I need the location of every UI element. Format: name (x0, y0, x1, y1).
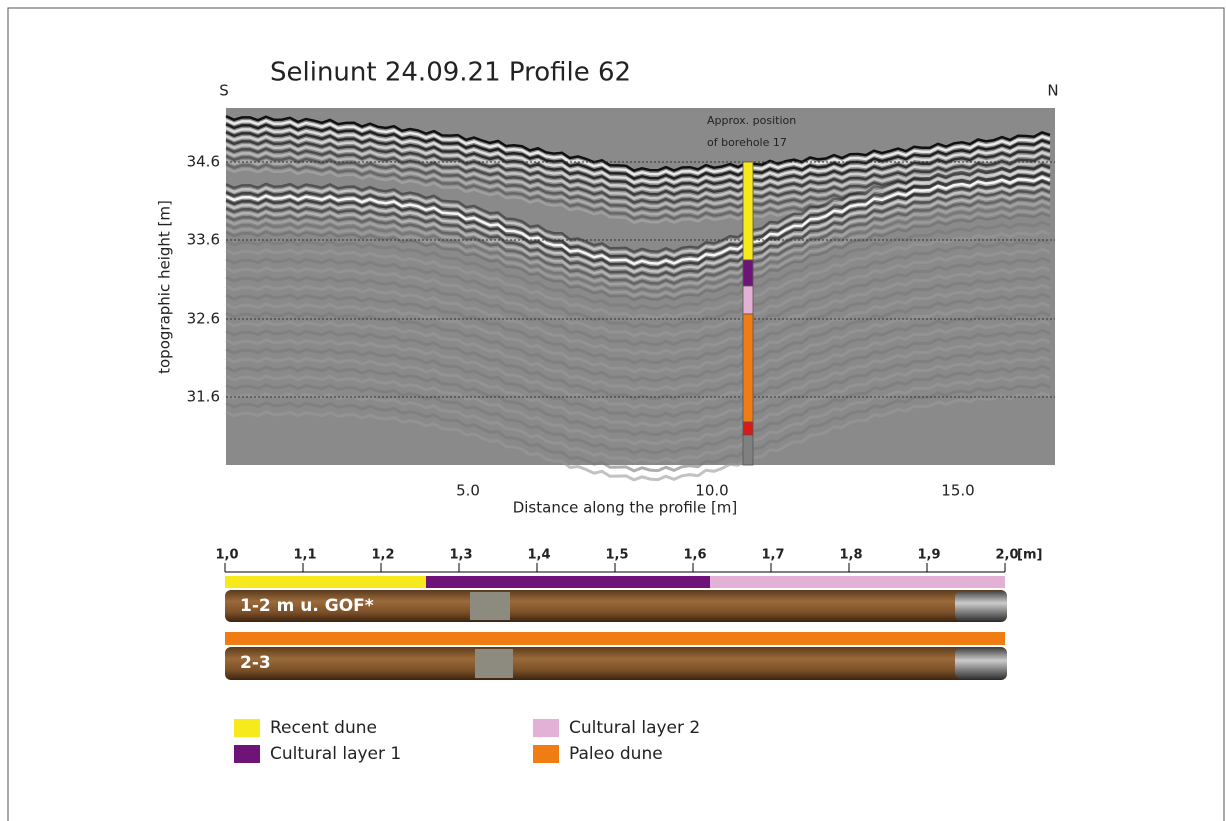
legend-swatch (234, 745, 260, 763)
title: Selinunt 24.09.21 Profile 62 (270, 58, 631, 88)
borehole-column (743, 162, 753, 465)
legend-label: Cultural layer 2 (569, 718, 700, 738)
core-label: 1-2 m u. GOF* (240, 596, 374, 616)
scale-label: 1,0 (215, 548, 238, 563)
scale-label: 1,3 (449, 548, 472, 563)
y-tick-label: 32.6 (187, 310, 220, 328)
legend-swatch (234, 719, 260, 737)
page: {"figure": {"title": "Selinunt 24.09.21 … (0, 0, 1226, 821)
scale-label: 1,8 (839, 548, 862, 563)
scale-label: 1,1 (293, 548, 316, 563)
scale-label: 1,2 (371, 548, 394, 563)
scale-label: 1,9 (917, 548, 940, 563)
borehole-note: of borehole 17 (707, 136, 787, 149)
scale-label: 2,0 (995, 548, 1018, 563)
y-tick-label: 31.6 (187, 388, 220, 406)
scale-label: 1,6 (683, 548, 706, 563)
y-tick-label: 34.6 (187, 153, 220, 171)
legend-swatch (533, 719, 559, 737)
direction-s: S (219, 82, 229, 100)
legend-label: Recent dune (270, 718, 377, 738)
scale-label: 1,7 (761, 548, 784, 563)
y-axis-label: topographic height [m] (156, 200, 174, 374)
core-label: 2-3 (240, 653, 271, 673)
legend: Recent dune Cultural layer 1 Cultural laye… (234, 718, 700, 764)
figure: Selinunt 24.09.21 Profile 62 S N Approx.… (0, 0, 1226, 821)
scale-label: 1,4 (527, 548, 550, 563)
direction-n: N (1047, 82, 1058, 100)
x-tick-label: 15.0 (941, 482, 974, 500)
core-scale: 1,0 1,1 1,2 1,3 1,4 1,5 1,6 1,7 1,8 1,9 2,0[m] (215, 548, 1042, 573)
y-tick-label: 33.6 (187, 231, 220, 249)
x-tick-label: 5.0 (456, 482, 480, 500)
scale-label: 1,5 (605, 548, 628, 563)
legend-swatch (533, 745, 559, 763)
scale-unit: [m] (1017, 548, 1042, 563)
legend-label: Paleo dune (569, 744, 663, 764)
radargram (226, 108, 1055, 480)
legend-label: Cultural layer 1 (270, 744, 401, 764)
x-tick-label: 10.0 (695, 482, 728, 500)
borehole-note: Approx. position (707, 114, 796, 127)
x-axis-label: Distance along the profile [m] (513, 499, 738, 517)
